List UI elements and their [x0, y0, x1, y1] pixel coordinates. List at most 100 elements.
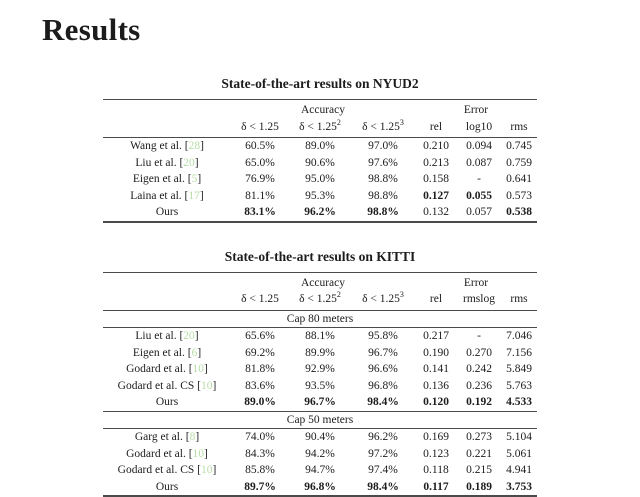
value-cell: 74.0% [231, 429, 289, 446]
column-header: rms [501, 291, 537, 310]
slide: Results State-of-the-art results on NYUD… [0, 0, 640, 480]
column-header: rel [415, 119, 457, 138]
value-cell: 89.9% [289, 345, 351, 362]
value-cell: 0.273 [457, 429, 501, 446]
value-cell: 97.6% [351, 155, 415, 172]
value-cell: 94.7% [289, 462, 351, 479]
value-cell: 0.118 [415, 462, 457, 479]
value-cell: 0.573 [501, 188, 537, 205]
value-cell: 0.215 [457, 462, 501, 479]
value-cell: - [457, 171, 501, 188]
value-cell: 89.0% [231, 394, 289, 411]
value-cell: 96.2% [289, 204, 351, 222]
value-cell: 0.641 [501, 171, 537, 188]
value-cell: 90.6% [289, 155, 351, 172]
column-header: δ < 1.253 [351, 291, 415, 310]
method-name: Eigen et al. [6] [103, 345, 231, 362]
value-cell: 92.9% [289, 361, 351, 378]
citation-ref: 20 [183, 157, 195, 169]
value-cell: 97.4% [351, 462, 415, 479]
value-cell: 0.221 [457, 446, 501, 463]
value-cell: 0.136 [415, 378, 457, 395]
group-header-error: Error [415, 272, 537, 291]
value-cell: 0.117 [415, 479, 457, 497]
table-title-nyud2: State-of-the-art results on NYUD2 [101, 76, 539, 92]
group-header-error: Error [415, 100, 537, 119]
value-cell: 76.9% [231, 171, 289, 188]
table-block-kitti: State-of-the-art results on KITTI Accura… [0, 249, 640, 497]
value-cell: 97.0% [351, 138, 415, 155]
method-name: Laina et al. [17] [103, 188, 231, 205]
value-cell: 0.158 [415, 171, 457, 188]
value-cell: 0.087 [457, 155, 501, 172]
value-cell: 0.242 [457, 361, 501, 378]
value-cell: 89.7% [231, 479, 289, 497]
value-cell: 96.8% [289, 479, 351, 497]
value-cell: 0.123 [415, 446, 457, 463]
table-title-kitti: State-of-the-art results on KITTI [101, 249, 539, 265]
value-cell: 95.0% [289, 171, 351, 188]
method-name: Ours [103, 204, 231, 222]
column-header: δ < 1.253 [351, 119, 415, 138]
value-cell: 5.104 [501, 429, 537, 446]
citation-ref: 17 [188, 190, 200, 202]
method-name: Eigen et al. [5] [103, 171, 231, 188]
slide-title: Results [0, 0, 640, 48]
citation-ref: 8 [190, 431, 196, 443]
value-cell: - [457, 328, 501, 345]
method-name: Ours [103, 394, 231, 411]
method-name: Liu et al. [20] [103, 328, 231, 345]
value-cell: 89.0% [289, 138, 351, 155]
value-cell: 0.120 [415, 394, 457, 411]
column-header: δ < 1.252 [289, 291, 351, 310]
value-cell: 96.7% [351, 345, 415, 362]
value-cell: 69.2% [231, 345, 289, 362]
value-cell: 0.759 [501, 155, 537, 172]
value-cell: 98.8% [351, 204, 415, 222]
value-cell: 4.533 [501, 394, 537, 411]
value-cell: 83.1% [231, 204, 289, 222]
column-header: rmslog [457, 291, 501, 310]
value-cell: 83.6% [231, 378, 289, 395]
section-label: Cap 50 meters [103, 411, 537, 429]
table-row: Godard et al. CS [10]83.6%93.5%96.8%0.13… [103, 378, 537, 395]
citation-ref: 28 [189, 140, 201, 152]
value-cell: 65.0% [231, 155, 289, 172]
value-cell: 98.4% [351, 479, 415, 497]
value-cell: 0.190 [415, 345, 457, 362]
value-cell: 7.046 [501, 328, 537, 345]
value-cell: 96.8% [351, 378, 415, 395]
section-header-row: Cap 80 meters [103, 310, 537, 328]
value-cell: 3.753 [501, 479, 537, 497]
citation-ref: 20 [183, 330, 195, 342]
value-cell: 0.210 [415, 138, 457, 155]
citation-ref: 10 [193, 448, 205, 460]
column-header: rms [501, 119, 537, 138]
value-cell: 98.8% [351, 171, 415, 188]
value-cell: 0.141 [415, 361, 457, 378]
tables-area: State-of-the-art results on NYUD2 Accura… [0, 76, 640, 497]
value-cell: 0.745 [501, 138, 537, 155]
value-cell: 5.849 [501, 361, 537, 378]
value-cell: 0.057 [457, 204, 501, 222]
value-cell: 95.8% [351, 328, 415, 345]
method-name: Godard et al. [10] [103, 361, 231, 378]
value-cell: 96.7% [289, 394, 351, 411]
value-cell: 81.1% [231, 188, 289, 205]
method-name: Liu et al. [20] [103, 155, 231, 172]
value-cell: 96.6% [351, 361, 415, 378]
section-header-row: Cap 50 meters [103, 411, 537, 429]
